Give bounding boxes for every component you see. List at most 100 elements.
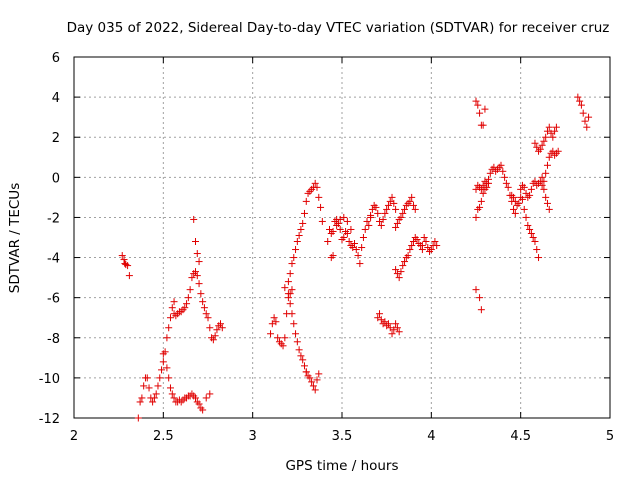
data-point <box>311 179 319 187</box>
data-point <box>477 197 485 205</box>
data-point <box>517 185 525 193</box>
data-point <box>152 390 160 398</box>
y-tick-label: 4 <box>52 91 60 106</box>
data-point <box>170 298 178 306</box>
data-point <box>354 252 362 260</box>
data-point <box>540 177 548 185</box>
data-point <box>481 105 489 113</box>
data-point <box>368 205 376 213</box>
data-point <box>284 290 292 298</box>
data-point <box>199 406 207 414</box>
data-point <box>170 394 178 402</box>
data-point <box>526 225 534 233</box>
data-point <box>333 221 341 229</box>
data-point <box>533 143 541 151</box>
data-point <box>476 109 484 117</box>
data-point <box>202 394 210 402</box>
data-point <box>295 346 303 354</box>
data-point <box>211 332 219 340</box>
data-point <box>286 270 294 278</box>
data-point <box>309 382 317 390</box>
data-point <box>408 193 416 201</box>
data-point <box>379 215 387 223</box>
data-point <box>184 294 192 302</box>
data-point <box>535 254 543 262</box>
data-point <box>188 274 196 282</box>
data-point <box>386 324 394 332</box>
data-point <box>150 394 158 402</box>
data-point <box>383 205 391 213</box>
data-point <box>376 310 384 318</box>
data-point <box>372 203 380 211</box>
data-point <box>531 139 539 147</box>
data-point <box>358 244 366 252</box>
data-point <box>543 127 551 135</box>
data-point <box>311 386 319 394</box>
data-point <box>302 368 310 376</box>
data-point <box>195 280 203 288</box>
y-axis-label: SDTVAR / TECUs <box>7 183 23 293</box>
data-point <box>199 298 207 306</box>
data-point <box>292 330 300 338</box>
y-tick-label: -2 <box>47 211 60 226</box>
data-point <box>474 101 482 109</box>
data-point <box>399 209 407 217</box>
axis-tick-labels: 2 2.5 3 3.5 4 4.5 5 -12 -10 -8 -6 -4 -2 0 2 4 6 <box>39 51 614 444</box>
data-point <box>165 374 173 382</box>
data-point <box>268 320 276 328</box>
data-point <box>552 123 560 131</box>
data-point <box>381 318 389 326</box>
data-point <box>395 328 403 336</box>
data-point <box>409 238 417 246</box>
data-point <box>485 179 493 187</box>
data-point <box>520 205 528 213</box>
data-point <box>193 272 201 280</box>
data-point <box>481 177 489 185</box>
data-point <box>515 199 523 207</box>
data-point <box>163 364 171 372</box>
data-point <box>393 324 401 332</box>
data-point <box>297 352 305 360</box>
y-tick-label: 2 <box>52 131 60 146</box>
data-point <box>279 342 287 350</box>
data-point <box>388 193 396 201</box>
data-point <box>522 189 530 197</box>
data-point <box>406 246 414 254</box>
data-point <box>317 203 325 211</box>
data-point <box>361 225 369 233</box>
data-point <box>343 217 351 225</box>
data-point <box>197 290 205 298</box>
data-point <box>538 181 546 189</box>
data-point <box>325 225 333 233</box>
data-point <box>336 215 344 223</box>
data-point <box>542 133 550 141</box>
data-point <box>288 260 296 268</box>
data-point <box>343 229 351 237</box>
data-point <box>393 270 401 278</box>
data-point <box>431 238 439 246</box>
data-point <box>520 183 528 191</box>
data-point <box>313 183 321 191</box>
y-tick-label: -12 <box>39 412 60 427</box>
data-point <box>576 97 584 105</box>
data-point <box>413 236 421 244</box>
data-point <box>545 205 553 213</box>
data-point <box>140 382 148 390</box>
data-point <box>531 238 539 246</box>
data-point <box>404 252 412 260</box>
y-tick-label: 0 <box>52 171 60 186</box>
data-point <box>476 294 484 302</box>
data-point <box>499 167 507 175</box>
data-point <box>401 258 409 266</box>
data-point <box>125 272 133 280</box>
data-point <box>191 394 199 402</box>
data-point <box>159 350 167 358</box>
data-point <box>329 252 337 260</box>
data-point <box>365 221 373 229</box>
data-point <box>501 173 509 181</box>
data-point <box>422 238 430 246</box>
data-point <box>392 223 400 231</box>
data-point <box>579 109 587 117</box>
data-point <box>518 195 526 203</box>
data-point <box>143 374 151 382</box>
